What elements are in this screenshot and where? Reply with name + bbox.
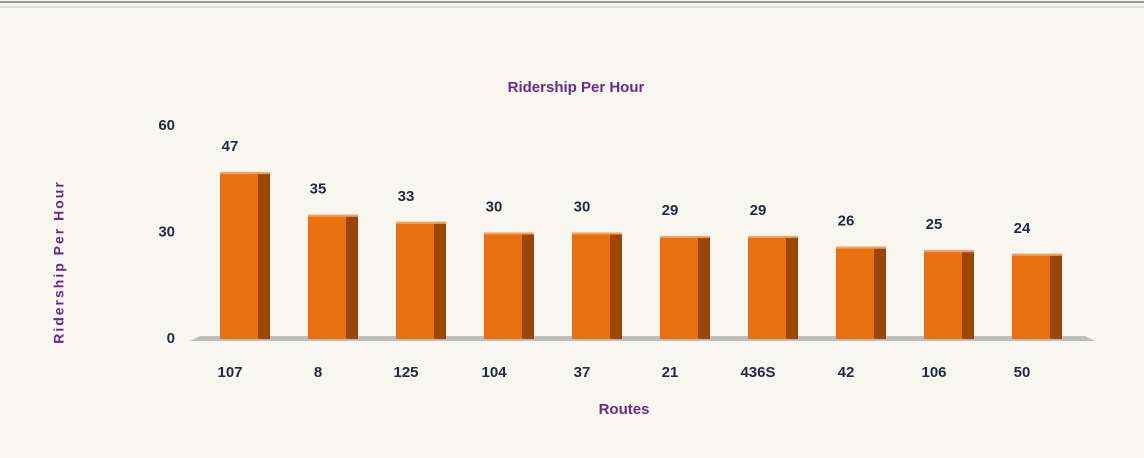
x-tick-label: 50 [1014, 364, 1031, 381]
y-axis-title: Ridership Per Hour [51, 180, 67, 344]
bar-side [786, 236, 798, 339]
bar [396, 221, 434, 339]
bar-top [1012, 253, 1062, 256]
bar-top [924, 250, 974, 253]
x-tick-label: 42 [838, 364, 855, 381]
x-tick-label: 8 [314, 364, 322, 381]
y-tick-label: 0 [167, 330, 175, 347]
y-tick-label: 30 [158, 223, 175, 240]
bar-top [484, 232, 534, 235]
bar-side [434, 221, 446, 339]
data-label: 30 [574, 198, 591, 215]
bar [484, 232, 522, 339]
bar-side [610, 232, 622, 339]
bar-top [572, 232, 622, 235]
data-label: 24 [1014, 220, 1031, 237]
bar [836, 246, 874, 339]
bar-side [522, 232, 534, 339]
data-label: 47 [222, 138, 239, 155]
bar-top [748, 236, 798, 239]
bar [220, 172, 258, 339]
bar [748, 236, 786, 339]
bar-side [1050, 253, 1062, 339]
x-tick-label: 106 [921, 364, 946, 381]
bar-top [220, 172, 270, 175]
x-tick-label: 436S [740, 364, 775, 381]
data-label: 29 [662, 202, 679, 219]
x-tick-label: 37 [574, 364, 591, 381]
data-label: 33 [398, 188, 415, 205]
bar-top [396, 221, 446, 224]
bar [308, 214, 346, 339]
x-axis-title: Routes [599, 401, 650, 418]
bar-side [874, 246, 886, 339]
data-label: 26 [838, 213, 855, 230]
bar [572, 232, 610, 339]
x-tick-label: 104 [481, 364, 507, 381]
bar [660, 236, 698, 339]
bar-side [258, 172, 270, 339]
data-label: 30 [486, 198, 503, 215]
bar-top [836, 246, 886, 249]
bar [924, 250, 962, 339]
x-tick-label: 107 [217, 364, 242, 381]
x-tick-label: 125 [393, 364, 418, 381]
bar-side [962, 250, 974, 339]
data-label: 35 [310, 181, 327, 198]
bar-side [346, 214, 358, 339]
y-tick-label: 60 [158, 117, 175, 134]
bar-top [660, 236, 710, 239]
bar-side [698, 236, 710, 339]
chart-title: Ridership Per Hour [508, 79, 645, 96]
data-label: 29 [750, 202, 767, 219]
x-tick-label: 21 [662, 364, 679, 381]
bar [1012, 253, 1050, 339]
bar-top [308, 214, 358, 217]
data-label: 25 [926, 216, 943, 233]
